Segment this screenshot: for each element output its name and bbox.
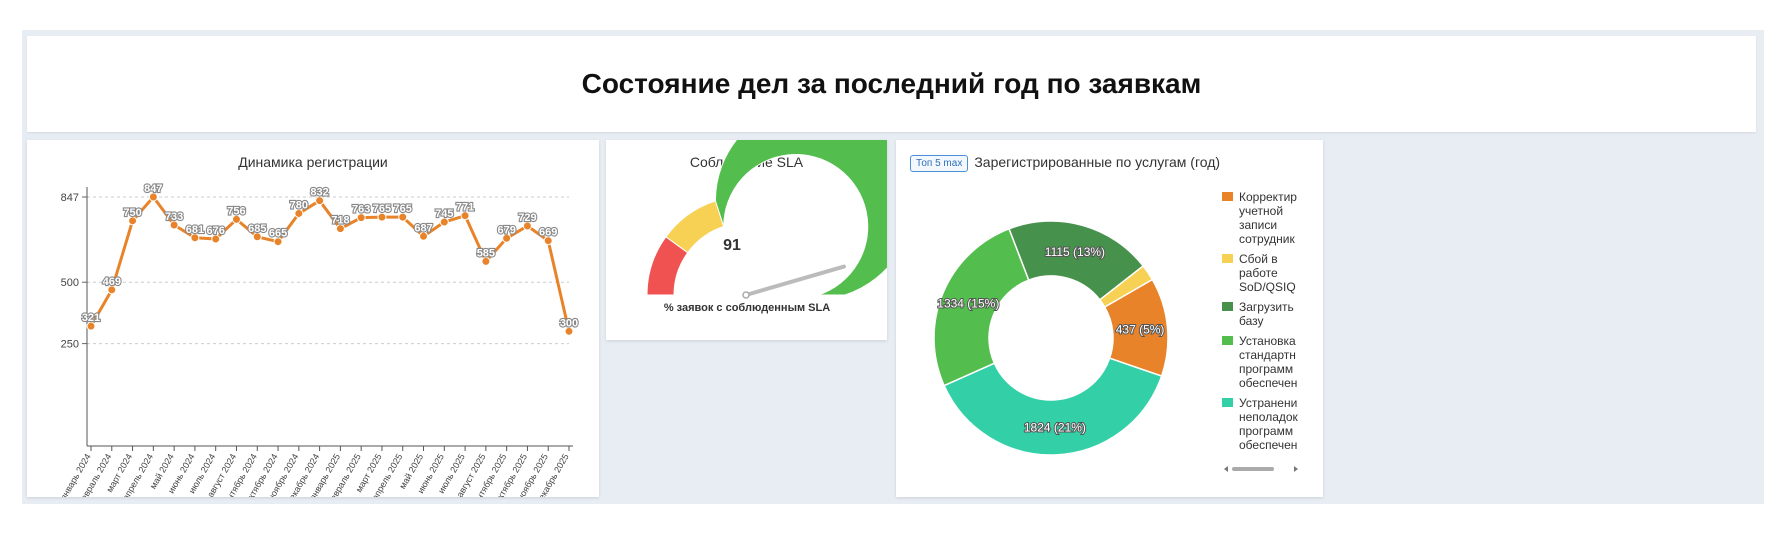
donut-slice — [933, 227, 1030, 387]
data-label: 681 — [186, 224, 204, 236]
scroll-left-icon[interactable] — [1224, 466, 1228, 472]
data-label: 750 — [123, 207, 141, 219]
needle-hub — [742, 291, 750, 299]
data-label: 321 — [82, 312, 100, 324]
series-line — [89, 195, 571, 332]
legend-item[interactable]: Корректир учетной записи сотрудник — [1222, 190, 1306, 246]
legend-swatch — [1222, 192, 1233, 201]
y-tick-label: 500 — [61, 277, 79, 289]
data-point — [315, 196, 325, 206]
sla-gauge[interactable]: 91 % заявок с соблюденным SLA — [606, 140, 887, 340]
y-tick-label: 847 — [61, 192, 79, 204]
data-label: 300 — [560, 317, 578, 329]
legend-swatch — [1222, 336, 1233, 345]
data-label: 685 — [248, 223, 266, 235]
data-point — [211, 234, 221, 244]
data-label: 676 — [207, 225, 225, 237]
legend-swatch — [1222, 302, 1233, 311]
data-label: 771 — [456, 202, 474, 214]
y-tick-label: 250 — [61, 339, 79, 351]
donut-slice — [1098, 264, 1154, 309]
legend-item[interactable]: Устранени неполадок программ обеспечен — [1222, 396, 1306, 452]
data-label: 585 — [477, 247, 495, 259]
page-title: Состояние дел за последний год по заявка… — [581, 68, 1202, 99]
sla-card: Соблюдение SLA 91% заявок с соблюденным … — [606, 140, 887, 340]
legend-item[interactable]: Загрузить базу — [1222, 300, 1306, 328]
data-point — [86, 321, 96, 331]
donut-chart[interactable]: 437 (5%) 1824 (21%) 1334 (15%) 1115 (13%) — [896, 140, 1216, 497]
legend-item[interactable]: Сбой в работе SoD/QSIQ — [1222, 252, 1306, 294]
data-point — [169, 220, 179, 230]
gauge-needle — [744, 264, 846, 297]
data-point — [564, 326, 574, 336]
gauge-band — [714, 140, 887, 296]
data-label: 780 — [290, 199, 308, 211]
legend-label: Загрузить базу — [1239, 300, 1294, 328]
data-point — [231, 214, 241, 224]
data-point — [190, 233, 200, 243]
data-label: 669 — [539, 227, 557, 239]
donut-slice — [943, 357, 1163, 456]
data-point — [335, 224, 345, 234]
data-label: 847 — [144, 183, 162, 195]
slice-label: 1334 (15%) — [937, 297, 999, 311]
data-point — [460, 211, 470, 221]
data-label: 765 — [373, 203, 391, 215]
data-point — [543, 236, 553, 246]
data-point — [107, 285, 117, 295]
data-label: 765 — [394, 203, 412, 215]
gauge-value: 91 — [723, 237, 741, 254]
data-point — [252, 232, 262, 242]
legend-scrollbar[interactable] — [1222, 463, 1306, 475]
line-chart-title: Динамика регистрации — [238, 154, 388, 170]
data-label: 718 — [331, 215, 349, 227]
data-point — [128, 216, 138, 226]
data-label: 469 — [103, 276, 121, 288]
legend-swatch — [1222, 254, 1233, 263]
data-point — [439, 217, 449, 227]
data-point — [294, 208, 304, 218]
legend-label: Установка стандартн программ обеспечен — [1239, 334, 1298, 390]
data-label: 729 — [518, 212, 536, 224]
data-label: 679 — [497, 224, 515, 236]
data-point — [419, 231, 429, 241]
data-point — [377, 212, 387, 222]
data-point — [522, 221, 532, 231]
data-label: 832 — [310, 187, 328, 199]
registration-dynamics-card: Динамика регистрации 847 500 250 январь 202… — [27, 140, 599, 497]
page-header: Состояние дел за последний год по заявка… — [27, 36, 1756, 132]
data-label: 687 — [414, 222, 432, 234]
data-point — [273, 237, 283, 247]
scroll-right-icon[interactable] — [1294, 466, 1298, 472]
donut-chart-title: Зарегистрированные по услугам (год) — [974, 154, 1221, 170]
slice-label: 1115 (13%) — [1045, 245, 1105, 259]
legend-item[interactable]: Установка стандартн программ обеспечен — [1222, 334, 1306, 390]
scroll-thumb[interactable] — [1232, 467, 1274, 471]
data-label: 756 — [227, 205, 245, 217]
legend-swatch — [1222, 398, 1233, 407]
gauge-label: % заявок с соблюденным SLA — [664, 302, 830, 314]
data-label: 733 — [165, 211, 183, 223]
data-point — [356, 213, 366, 223]
top5-badge[interactable]: Топ 5 max — [910, 154, 969, 172]
legend-label: Устранени неполадок программ обеспечен — [1239, 396, 1298, 452]
data-point — [481, 256, 491, 266]
services-card: Топ 5 max Зарегистрированные по услугам (… — [896, 140, 1323, 497]
data-label: 763 — [352, 204, 370, 216]
data-label: 665 — [269, 228, 287, 240]
data-point — [148, 192, 158, 202]
chart-legend: Корректир учетной записи сотрудник Сбой в… — [1222, 190, 1306, 458]
data-label: 745 — [435, 208, 453, 220]
data-point — [502, 233, 512, 243]
slice-label: 437 (5%) — [1116, 322, 1165, 336]
slice-label: 1824 (21%) — [1024, 420, 1086, 434]
data-point — [398, 212, 408, 222]
legend-label: Сбой в работе SoD/QSIQ — [1239, 252, 1296, 294]
legend-label: Корректир учетной записи сотрудник — [1239, 190, 1297, 246]
